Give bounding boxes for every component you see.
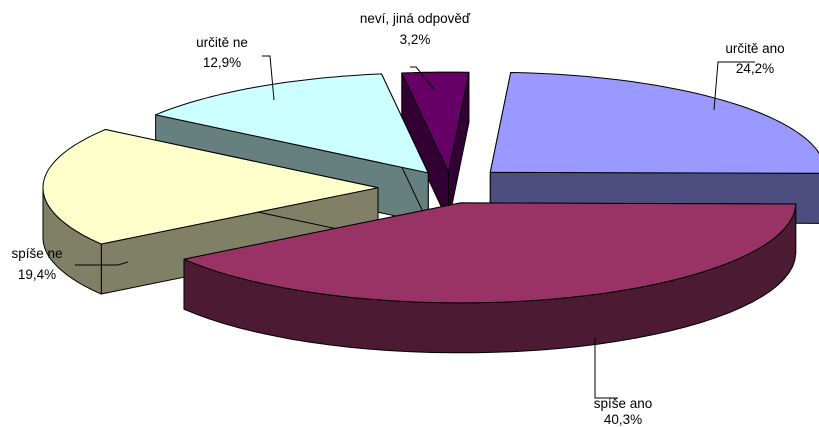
slice-name-label-urcite-ano: určitě ano: [725, 41, 784, 56]
leader-lines: [75, 55, 755, 399]
slice-name-label-spise-ano: spíše ano: [594, 396, 653, 411]
slice-name-label-nevi-jina-odpoved: neví, jiná odpověď: [360, 11, 471, 26]
leader-line-urcite-ne: [262, 55, 275, 101]
slice-top-spise-ano: [183, 202, 797, 304]
slice-value-label-urcite-ano: 24,2%: [736, 61, 774, 76]
pie-tops: [42, 71, 819, 304]
slice-top-urcite-ne: [155, 73, 429, 174]
slice-value-label-spise-ano: 40,3%: [604, 412, 642, 427]
slice-name-label-urcite-ne: určitě ne: [196, 35, 248, 50]
leader-line-spise-ne: [75, 261, 129, 266]
slice-top-urcite-ano: [489, 72, 819, 174]
leader-line-spise-ano: [594, 338, 618, 399]
slice-value-label-spise-ne: 19,4%: [18, 267, 56, 282]
slice-value-label-nevi-jina-odpoved: 3,2%: [400, 32, 431, 47]
slice-top-nevi-jina-odpoved: [401, 71, 470, 173]
slice-top-spise-ne: [42, 129, 379, 245]
slice-name-label-spise-ne: spíše ne: [11, 246, 62, 261]
leader-line-urcite-ano: [713, 61, 755, 111]
leader-line-nevi-jina-odpoved: [410, 66, 436, 91]
slice-value-label-urcite-ne: 12,9%: [203, 55, 241, 70]
